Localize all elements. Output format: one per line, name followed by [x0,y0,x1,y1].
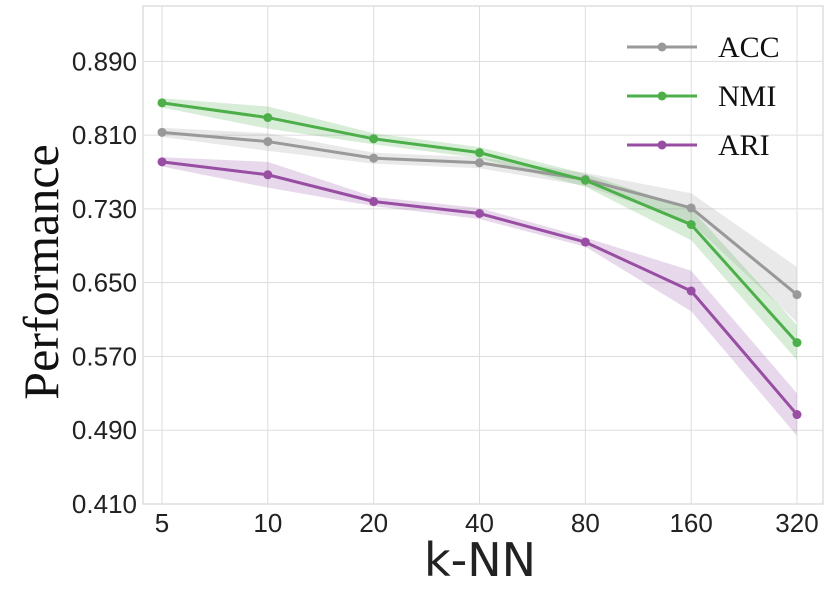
point-nmi [792,338,802,348]
point-acc [792,290,802,300]
legend-label-acc: ACC [718,31,780,64]
legend-marker-nmi [657,91,667,101]
x-tick-label: 40 [465,508,494,538]
y-tick-labels: 0.410 0.490 0.570 0.650 0.730 0.810 0.890 [72,46,137,519]
x-tick-label: 5 [155,508,169,538]
y-tick-label: 0.730 [72,194,137,224]
point-acc [475,158,484,168]
point-acc [157,127,167,137]
point-nmi [369,134,379,144]
x-tick-labels: 5 10 20 40 80 160 320 [155,508,819,538]
x-tick-label: 10 [253,508,282,538]
series-points [157,98,802,420]
y-tick-label: 0.410 [72,489,137,519]
point-nmi [157,98,167,108]
x-axis-label: k-NN [424,533,536,587]
legend-marker-ari [657,140,667,150]
grid [143,6,823,504]
point-ari [263,170,273,180]
point-acc [263,137,273,147]
y-tick-label: 0.570 [72,341,137,371]
x-tick-label: 20 [359,508,388,538]
point-nmi [580,175,590,185]
y-axis-label: Performance [13,144,69,399]
point-ari [580,237,590,247]
x-tick-label: 160 [669,508,712,538]
point-ari [157,157,167,167]
y-tick-label: 0.890 [72,46,137,76]
legend: ACC NMI ARI [627,31,780,162]
point-acc [369,153,379,163]
point-nmi [475,148,484,158]
point-ari [792,410,802,420]
x-tick-label: 320 [775,508,818,538]
point-ari [369,197,379,207]
y-tick-label: 0.650 [72,268,137,298]
point-acc [686,203,696,213]
point-ari [475,209,484,218]
point-nmi [686,220,696,230]
plot-area [142,5,824,505]
legend-label-nmi: NMI [718,80,776,113]
legend-marker-acc [657,42,667,52]
point-ari [686,286,696,296]
point-nmi [263,113,273,123]
legend-label-ari: ARI [718,129,770,162]
y-tick-label: 0.810 [72,120,137,150]
y-tick-label: 0.490 [72,415,137,445]
x-tick-label: 80 [571,508,600,538]
